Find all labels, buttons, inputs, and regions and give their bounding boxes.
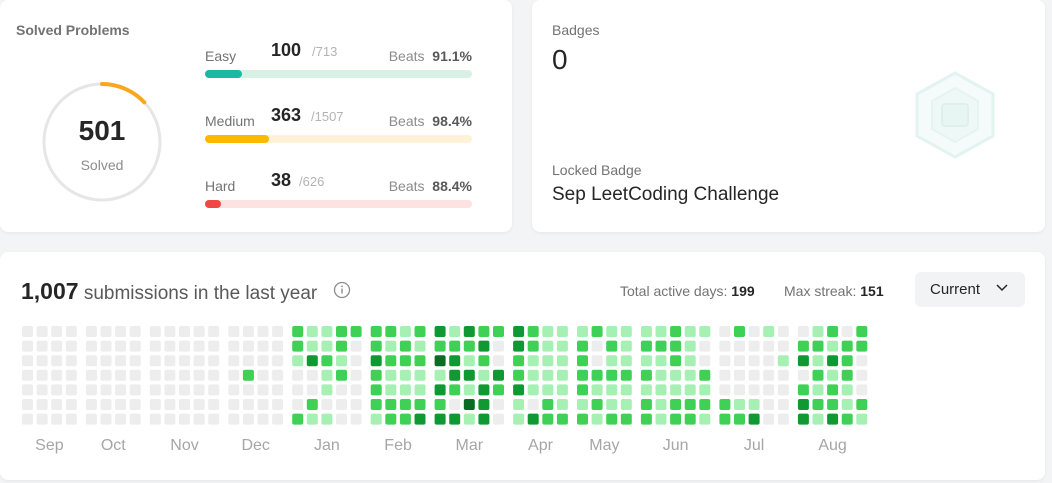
difficulty-hard[interactable]: Hard 38 /626 Beats 88.4% <box>205 170 472 214</box>
difficulty-progress-track <box>205 200 472 208</box>
hexagon-badge-icon <box>915 71 995 159</box>
badges-title: Badges <box>552 22 600 38</box>
solved-label: Solved <box>80 157 124 173</box>
badges-card[interactable]: Badges 0 Locked Badge Sep LeetCoding Cha… <box>532 0 1045 232</box>
difficulty-name: Easy <box>205 48 237 64</box>
difficulty-solved-count: 38 <box>271 170 292 190</box>
difficulty-beats: Beats 98.4% <box>388 113 472 129</box>
total-active-days: Total active days: 199 <box>620 283 755 299</box>
max-streak: Max streak: 151 <box>784 283 884 299</box>
difficulty-beats: Beats 88.4% <box>388 178 472 194</box>
difficulty-progress-track <box>205 70 472 78</box>
difficulty-total: /1507 <box>311 109 344 124</box>
locked-badge-label: Locked Badge <box>552 162 642 178</box>
ring-progress-arc <box>42 82 162 202</box>
difficulty-easy[interactable]: Easy 100 /713 Beats 91.1% <box>205 40 472 84</box>
info-icon[interactable] <box>333 281 351 299</box>
chevron-down-icon <box>996 284 1008 292</box>
badges-count: 0 <box>552 44 568 75</box>
submissions-heading: 1,007 submissions in the last year <box>21 278 317 305</box>
solved-problems-title: Solved Problems <box>16 22 130 38</box>
difficulty-solved-count: 363 <box>271 105 302 125</box>
solved-count: 501 <box>78 115 126 146</box>
difficulty-total: /713 <box>312 44 338 59</box>
range-select[interactable]: Current <box>915 272 1025 307</box>
submissions-heading-text: submissions in the last year <box>78 283 318 304</box>
solved-progress-ring <box>42 82 162 202</box>
difficulty-progress-fill <box>205 135 270 143</box>
range-select-value: Current <box>930 281 981 298</box>
difficulty-solved-count: 100 <box>271 40 302 60</box>
difficulty-progress-track <box>205 135 472 143</box>
submissions-count: 1,007 <box>21 278 79 304</box>
difficulty-progress-fill <box>205 200 222 208</box>
difficulty-name: Hard <box>205 178 236 194</box>
solved-problems-card: Solved Problems <box>0 0 512 232</box>
difficulty-beats: Beats 91.1% <box>388 48 472 64</box>
locked-badge-name: Sep LeetCoding Challenge <box>552 184 780 205</box>
difficulty-total: /626 <box>299 174 325 189</box>
difficulty-name: Medium <box>205 113 255 129</box>
difficulty-medium[interactable]: Medium 363 /1507 Beats 98.4% <box>205 105 472 149</box>
difficulty-progress-fill <box>205 70 243 78</box>
